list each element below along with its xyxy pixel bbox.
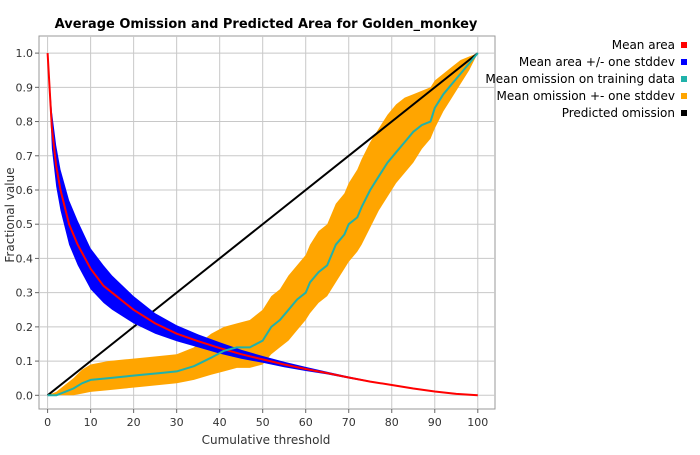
- legend-label: Mean omission on training data: [485, 72, 675, 86]
- legend-swatch: [681, 76, 687, 82]
- x-tick-label: 100: [467, 416, 488, 429]
- x-tick-label: 60: [299, 416, 313, 429]
- legend-label: Mean area +/- one stddev: [519, 55, 675, 69]
- y-tick-label: 0.1: [16, 355, 34, 368]
- legend-label: Mean omission +- one stddev: [497, 89, 676, 103]
- y-tick-label: 0.4: [16, 252, 34, 265]
- x-tick-label: 50: [256, 416, 270, 429]
- mean-area-line: [46, 53, 478, 397]
- y-tick-label: 0.7: [16, 150, 34, 163]
- x-tick-label: 70: [342, 416, 356, 429]
- legend-swatch: [681, 42, 687, 48]
- legend-swatch: [681, 110, 687, 116]
- legend-label: Predicted omission: [562, 106, 675, 120]
- y-tick-label: 0.9: [16, 81, 34, 94]
- legend: Mean area Mean area +/- one stddev Mean om…: [485, 38, 687, 120]
- series-layer: [46, 52, 479, 397]
- x-tick-label: 10: [84, 416, 98, 429]
- legend-swatch: [681, 93, 687, 99]
- x-tick-label: 0: [44, 416, 51, 429]
- x-tick-label: 80: [385, 416, 399, 429]
- x-tick-label: 20: [127, 416, 141, 429]
- axis-ticks: 0 10 20 30 40 50 60 70 80 90 100 0.0 0.1 0.2 0.3 0.4 0.5…: [16, 47, 489, 429]
- y-tick-label: 0.3: [16, 287, 34, 300]
- x-tick-label: 40: [213, 416, 227, 429]
- y-tick-label: 0.6: [16, 184, 34, 197]
- y-tick-label: 0.0: [16, 389, 34, 402]
- chart-title: Average Omission and Predicted Area for …: [55, 17, 478, 32]
- y-tick-label: 1.0: [16, 47, 34, 60]
- y-axis-title: Fractional value: [3, 167, 17, 262]
- y-tick-label: 0.8: [16, 116, 34, 129]
- legend-swatch: [681, 59, 687, 65]
- predicted-omission-line: [46, 52, 479, 397]
- x-tick-label: 90: [428, 416, 442, 429]
- mean-omission-line: [47, 52, 479, 397]
- x-axis-title: Cumulative threshold: [202, 433, 331, 447]
- legend-label: Mean area: [612, 38, 675, 52]
- y-tick-label: 0.2: [16, 321, 34, 334]
- x-tick-label: 30: [170, 416, 184, 429]
- y-tick-label: 0.5: [16, 218, 34, 231]
